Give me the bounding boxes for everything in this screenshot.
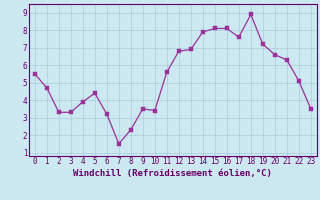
X-axis label: Windchill (Refroidissement éolien,°C): Windchill (Refroidissement éolien,°C) <box>73 169 272 178</box>
